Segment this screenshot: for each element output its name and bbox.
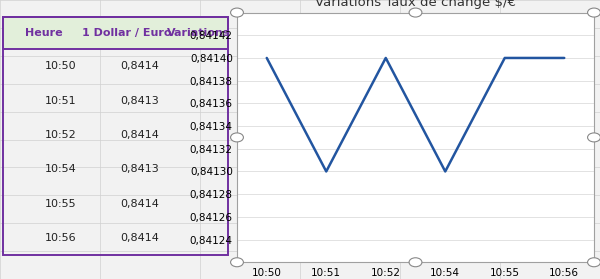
Circle shape — [587, 8, 600, 17]
Text: 10:52: 10:52 — [44, 130, 76, 140]
Circle shape — [230, 133, 244, 142]
Circle shape — [230, 8, 244, 17]
Text: 10:56: 10:56 — [44, 233, 76, 243]
Circle shape — [587, 258, 600, 267]
Circle shape — [587, 133, 600, 142]
Text: 0,8413: 0,8413 — [121, 95, 160, 105]
Circle shape — [409, 8, 422, 17]
Text: 0,8414: 0,8414 — [121, 61, 160, 71]
Circle shape — [230, 258, 244, 267]
Text: 10:55: 10:55 — [44, 199, 76, 209]
Bar — [3, 17, 228, 49]
Text: 10:50: 10:50 — [44, 61, 76, 71]
Circle shape — [409, 258, 422, 267]
Text: Heure: Heure — [25, 28, 63, 38]
Text: 0,8413: 0,8413 — [121, 164, 160, 174]
Text: 1 Dollar / Euro: 1 Dollar / Euro — [82, 28, 172, 38]
Text: 10:54: 10:54 — [44, 164, 76, 174]
Text: 0,8414: 0,8414 — [121, 199, 160, 209]
Text: 0,8414: 0,8414 — [121, 130, 160, 140]
Text: 0,8414: 0,8414 — [121, 233, 160, 243]
Text: 10:51: 10:51 — [44, 95, 76, 105]
Title: Variations Taux de change $/€: Variations Taux de change $/€ — [315, 0, 516, 9]
Text: Variations: Variations — [167, 28, 230, 38]
